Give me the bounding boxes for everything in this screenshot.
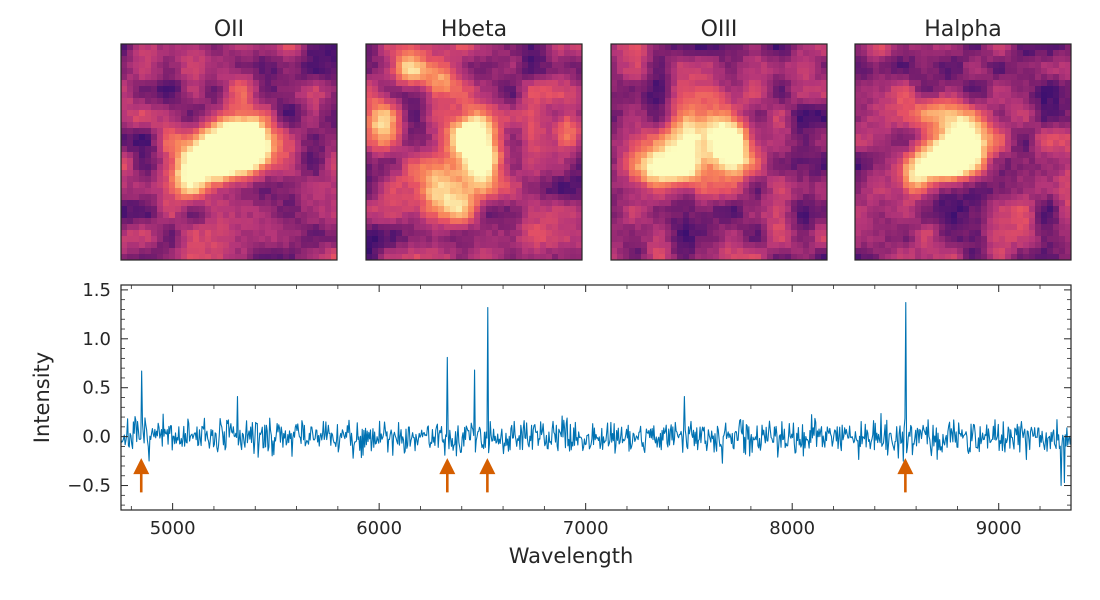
x-axis-label: Wavelength [509, 544, 634, 568]
heatmap-title: Halpha [924, 17, 1002, 42]
emission-line-arrow [479, 458, 496, 493]
y-axis-label: Intensity [30, 352, 54, 443]
emission-line-arrow [133, 458, 150, 493]
heatmap-frame [610, 43, 828, 261]
x-tick-label: 8000 [769, 518, 815, 539]
y-tick-label: 1.0 [82, 329, 111, 350]
heatmap-panel-oii: OII [120, 17, 338, 261]
heatmap-cells [855, 44, 1072, 261]
y-tick-label: 1.5 [82, 280, 111, 301]
emission-line-maps: OII Hbeta OIII Halpha [120, 17, 1072, 261]
y-tick-label: 0.0 [82, 427, 111, 448]
heatmap-title: OIII [701, 17, 738, 42]
heatmap-cells [121, 44, 338, 261]
x-tick-label: 5000 [150, 518, 196, 539]
heatmap-panel-halpha: Halpha [854, 17, 1072, 261]
heatmap-title: OII [214, 17, 244, 42]
heatmap-frame [365, 43, 583, 261]
plot-frame [120, 284, 1072, 511]
spectrum-plot: 5000 6000 7000 8000 9000 −0.5 0.0 0.5 1.0 1.5 Wave… [30, 280, 1072, 568]
emission-line-arrow [897, 458, 914, 493]
heatmap-cells [611, 44, 828, 261]
x-tick-label: 6000 [356, 518, 402, 539]
heatmap-panel-hbeta: Hbeta [365, 17, 583, 261]
x-tick-label: 7000 [563, 518, 609, 539]
y-tick-label: 0.5 [82, 378, 111, 399]
heatmap-frame [854, 43, 1072, 261]
x-tick-label: 9000 [976, 518, 1022, 539]
emission-line-arrow [439, 458, 456, 493]
heatmap-panel-oiii: OIII [610, 17, 828, 261]
heatmap-cells [366, 44, 583, 261]
heatmap-frame [120, 43, 338, 261]
heatmap-title: Hbeta [441, 17, 507, 42]
y-tick-label: −0.5 [67, 476, 111, 497]
spectrum-series-line [121, 302, 1071, 487]
